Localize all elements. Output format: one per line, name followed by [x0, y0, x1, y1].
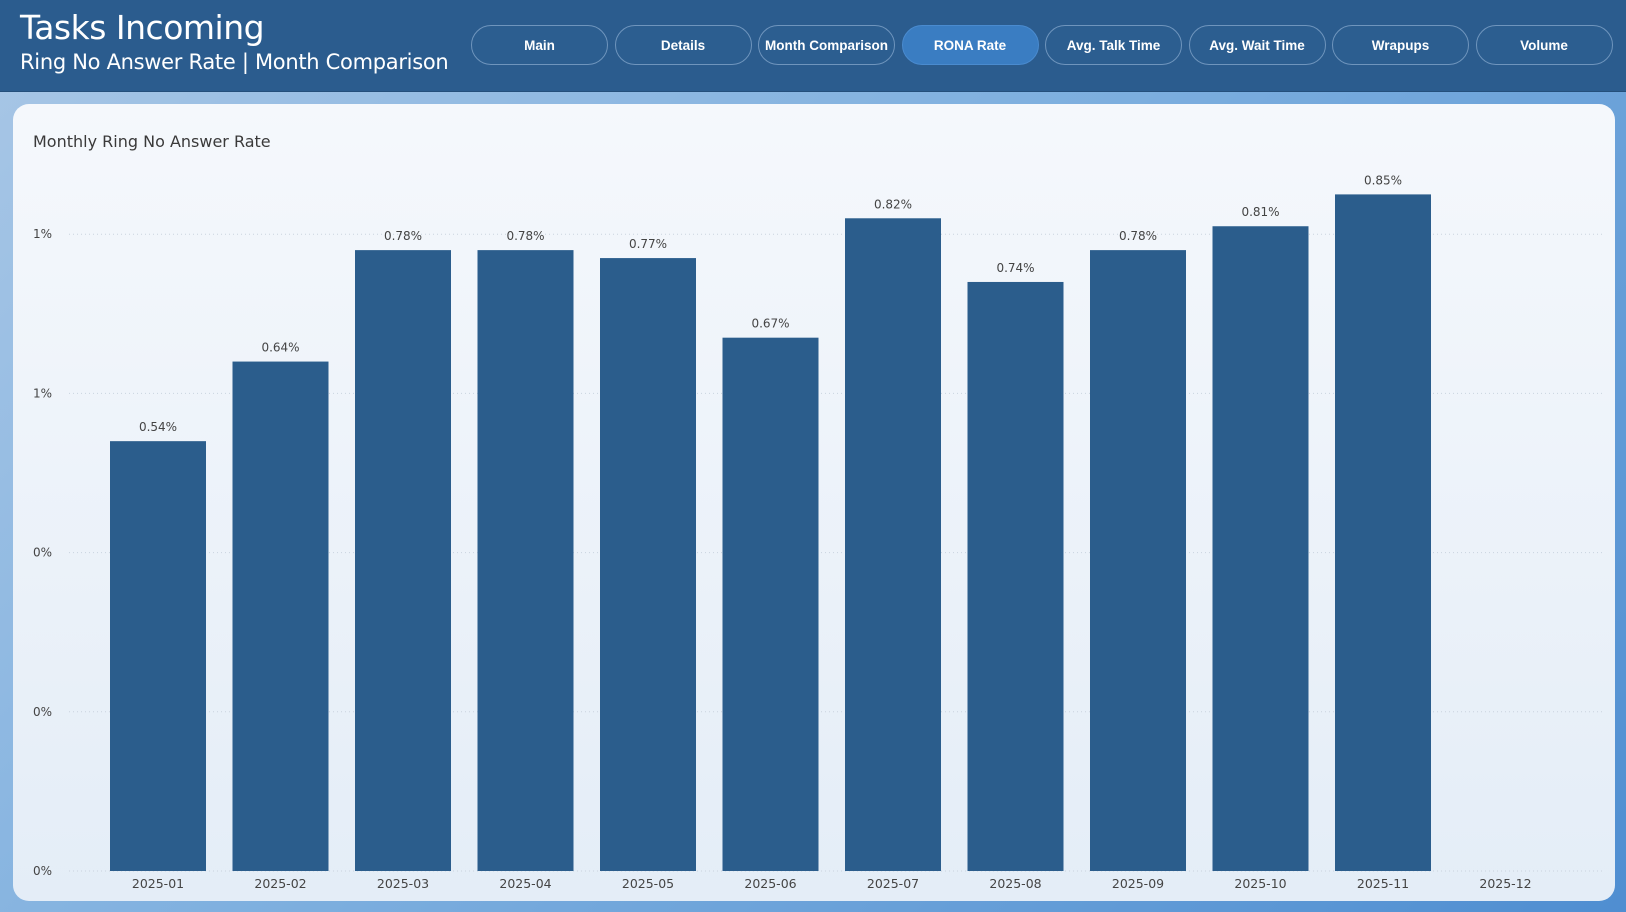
- nav-avg-talk-time-button[interactable]: Avg. Talk Time: [1045, 25, 1182, 65]
- x-tick-label: 2025-12: [1479, 876, 1531, 891]
- nav-details-button[interactable]: Details: [614, 25, 752, 65]
- bar-2025-02[interactable]: [232, 361, 329, 871]
- nav-wrapups-button[interactable]: Wrapups: [1332, 25, 1469, 65]
- data-label: 0.67%: [751, 317, 789, 331]
- bar-2025-03[interactable]: [355, 250, 451, 871]
- y-tick-label: 0%: [33, 705, 52, 719]
- bar-chart: 0% 0% 0% 1% 1% 0.54% 2025-01 0.64% 2025-02 0.78% 2…: [33, 173, 1603, 891]
- bar-2025-07[interactable]: [845, 218, 941, 871]
- bar-2025-05[interactable]: [600, 258, 696, 871]
- x-tick-label: 2025-10: [1234, 876, 1286, 891]
- x-tick-label: 2025-04: [499, 876, 551, 891]
- y-tick-label: 0%: [33, 864, 52, 878]
- bar-2025-04[interactable]: [477, 250, 574, 871]
- chart-title: Monthly Ring No Answer Rate: [33, 132, 271, 151]
- x-tick-label: 2025-09: [1112, 876, 1164, 891]
- bar-2025-11[interactable]: [1335, 194, 1431, 871]
- x-tick-label: 2025-03: [377, 876, 429, 891]
- data-label: 0.77%: [629, 237, 667, 251]
- nav-rona-rate-button[interactable]: RONA Rate: [901, 25, 1039, 65]
- bar-2025-01[interactable]: [110, 441, 206, 871]
- page-subtitle: Ring No Answer Rate | Month Comparison: [20, 50, 449, 74]
- x-tick-label: 2025-06: [744, 876, 796, 891]
- x-tick-label: 2025-11: [1357, 876, 1409, 891]
- data-label: 0.78%: [506, 229, 544, 243]
- data-label: 0.78%: [1119, 229, 1157, 243]
- nav-month-comparison-button[interactable]: Month Comparison: [758, 25, 895, 65]
- bar-2025-06[interactable]: [722, 337, 819, 871]
- nav-volume-button[interactable]: Volume: [1475, 25, 1613, 65]
- bar-2025-09[interactable]: [1090, 250, 1186, 871]
- data-label: 0.74%: [996, 261, 1034, 275]
- x-tick-label: 2025-08: [989, 876, 1041, 891]
- data-label: 0.64%: [261, 341, 299, 355]
- bar-2025-10[interactable]: [1212, 226, 1309, 871]
- data-label: 0.81%: [1241, 205, 1279, 219]
- bar-2025-08[interactable]: [967, 281, 1064, 871]
- data-label: 0.85%: [1364, 173, 1402, 187]
- x-tick-label: 2025-05: [622, 876, 674, 891]
- data-label: 0.54%: [139, 420, 177, 434]
- chart-panel: Monthly Ring No Answer Rate 0% 0% 0% 1% 1% 0.…: [13, 104, 1615, 901]
- report-header: Tasks Incoming Ring No Answer Rate | Mon…: [0, 0, 1626, 92]
- page-title: Tasks Incoming: [20, 8, 265, 47]
- nav-bar: Main Details Month Comparison RONA Rate …: [471, 25, 1619, 65]
- y-tick-label: 0%: [33, 546, 52, 560]
- y-tick-label: 1%: [33, 227, 52, 241]
- x-tick-label: 2025-07: [867, 876, 919, 891]
- data-label: 0.82%: [874, 197, 912, 211]
- data-label: 0.78%: [384, 229, 422, 243]
- nav-main-button[interactable]: Main: [471, 25, 608, 65]
- nav-avg-wait-time-button[interactable]: Avg. Wait Time: [1188, 25, 1326, 65]
- x-tick-label: 2025-01: [132, 876, 184, 891]
- x-tick-label: 2025-02: [254, 876, 306, 891]
- y-tick-label: 1%: [33, 386, 52, 400]
